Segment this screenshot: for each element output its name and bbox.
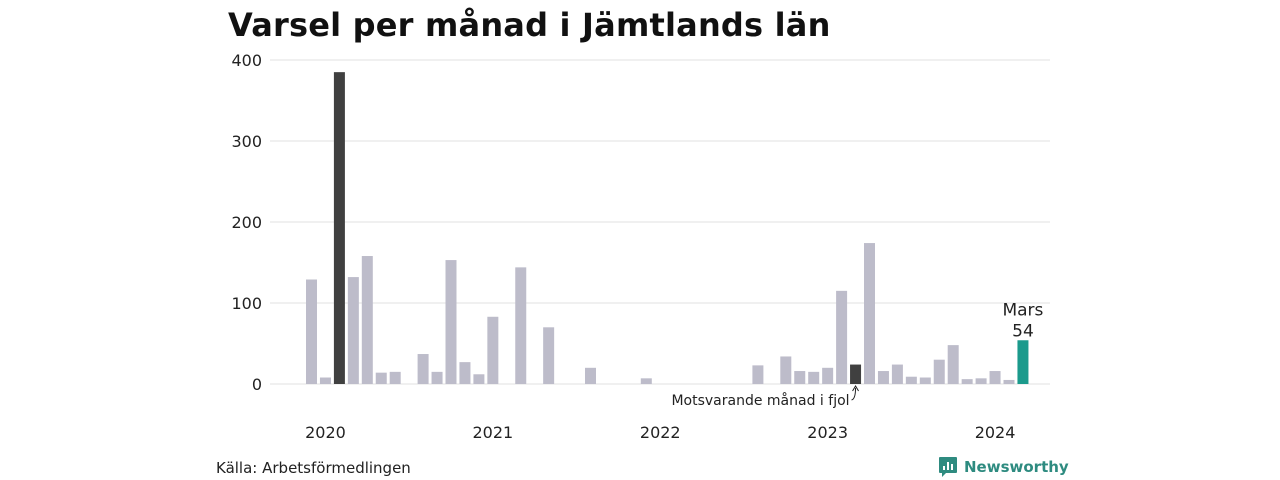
bar-2023-08 [905,376,917,384]
y-axis-ticks: 0 100 200 300 400 [231,51,262,394]
x-axis-year-labels: 2020 2021 2022 2023 2024 [305,423,1015,442]
source-label: Källa: Arbetsförmedlingen [216,459,411,477]
bar-undefined [1017,340,1029,384]
bar-2020-06 [375,372,387,384]
chart-title: Varsel per månad i Jämtlands län [228,6,831,44]
bar-2020-02 [319,377,331,384]
bar-2023-02 [822,367,834,384]
x-year-label: 2024 [975,423,1016,442]
bar-2020-12 [459,362,471,384]
bar-2024-01 [975,378,987,384]
bar-2024-02 [989,371,1001,384]
bar-2023-04 [850,364,862,384]
annotation-last-year: Motsvarande månad i fjol [671,392,849,409]
bar-2020-10 [431,371,443,384]
bar-2022-12 [794,371,806,384]
bar-2023-05 [864,243,875,384]
y-tick-label: 300 [231,132,262,151]
bar-2022-09 [752,365,764,384]
bar-2020-11 [445,260,457,384]
annotation-arrow [851,387,857,401]
bar-2020-03 [333,72,345,385]
bar-2020-01 [306,279,317,384]
bar-2023-07 [891,364,903,384]
bar-2023-06 [877,371,889,384]
newsworthy-logo-icon [939,457,957,477]
brand-name: Newsworthy [964,458,1069,476]
highlight-value-label: 54 [1012,321,1034,341]
annotation-arrow-head [852,385,859,392]
bar-2023-12 [961,379,973,384]
bar-2020-05 [361,256,373,384]
bar-2022-01 [640,378,652,384]
bar-2020-09 [417,354,429,384]
x-year-label: 2023 [807,423,848,442]
x-year-label: 2020 [305,423,346,442]
bar-2021-04 [515,267,527,384]
bar-2022-11 [780,356,792,384]
bar-2020-04 [347,277,359,384]
bar-2024-03 [1003,379,1015,384]
bar-2023-01 [808,371,820,384]
bar-2021-01 [473,374,485,384]
x-year-label: 2022 [640,423,681,442]
bar-2023-11 [947,345,959,384]
bars [306,72,1029,385]
bar-2023-10 [933,359,945,384]
x-year-label: 2021 [472,423,513,442]
y-tick-label: 100 [231,294,262,313]
y-tick-label: 0 [252,375,262,394]
bar-2020-07 [389,371,401,384]
bar-2021-06 [543,327,555,384]
bar-2021-02 [487,316,499,384]
bar-2023-09 [919,377,931,384]
bar-2021-09 [585,367,596,384]
grid-lines [270,59,1050,385]
y-tick-label: 200 [231,213,262,232]
highlight-month-label: Mars [1002,300,1043,320]
bar-2023-03 [836,290,848,384]
brand-logo: Newsworthy [938,456,1069,478]
y-tick-label: 400 [231,51,262,70]
